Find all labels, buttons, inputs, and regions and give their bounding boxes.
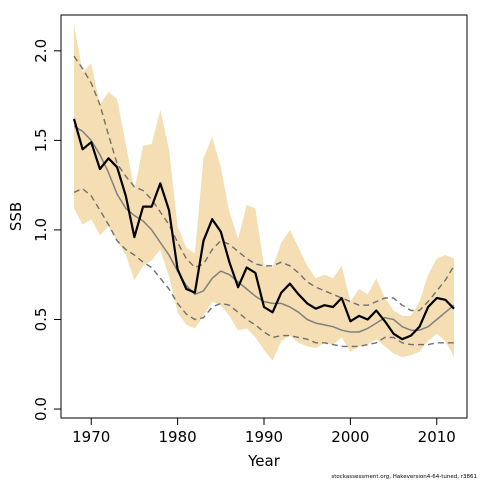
y-tick-label: 0.5: [32, 308, 50, 332]
y-tick-label: 1.5: [32, 128, 50, 152]
y-tick-label: 1.0: [32, 218, 50, 242]
smooth-lower-line: [73, 187, 454, 348]
x-axis: 1970 1980 1990 2000 2010: [72, 418, 456, 446]
x-tick-label: 1990: [245, 428, 283, 446]
x-axis-title: Year: [247, 452, 281, 470]
x-tick-label: 1980: [159, 428, 197, 446]
y-tick-label: 0.0: [32, 397, 50, 421]
smooth-line: [73, 125, 455, 333]
x-tick-label: 1970: [72, 428, 110, 446]
y-axis: 0.0 0.5 1.0 1.5 2.0: [32, 39, 61, 421]
y-axis-title: SSB: [7, 202, 25, 231]
y-tick-label: 2.0: [32, 39, 50, 63]
confidence-band-layer: [74, 24, 454, 361]
x-tick-label: 2000: [331, 428, 369, 446]
x-tick-label: 2010: [418, 428, 456, 446]
series-lines-layer: [72, 55, 455, 348]
source-footnote: stockassessment.org, Hakeversion4-64-tun…: [331, 474, 477, 480]
confidence-band: [74, 24, 454, 361]
ssb-estimate-line: [72, 118, 455, 341]
